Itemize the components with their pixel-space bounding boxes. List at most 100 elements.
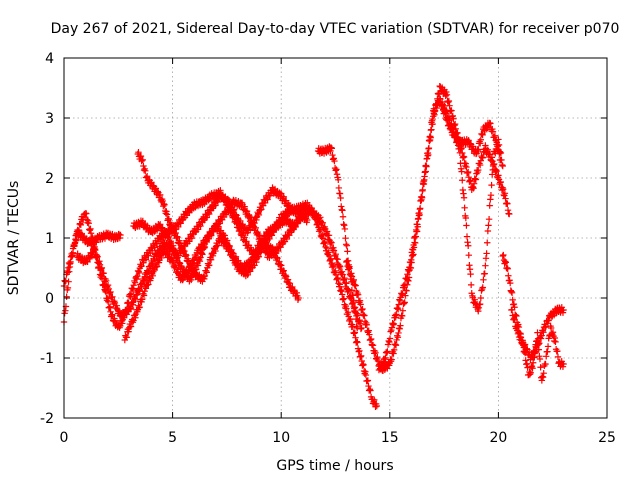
data-point (427, 133, 434, 140)
data-point (372, 403, 379, 411)
data-point (544, 320, 552, 327)
data-point (504, 206, 512, 214)
data-point (85, 220, 92, 227)
data-point (411, 234, 418, 242)
data-point (464, 242, 472, 249)
data-point (373, 402, 380, 410)
data-point (172, 229, 179, 237)
data-point (458, 168, 465, 175)
data-point (165, 215, 173, 223)
data-point (271, 249, 279, 256)
data-point (264, 196, 271, 203)
data-point (179, 246, 187, 254)
data-point (174, 233, 181, 241)
data-point (203, 214, 210, 221)
data-point (334, 274, 342, 282)
data-point (537, 364, 544, 371)
data-point (366, 386, 374, 393)
data-point (476, 161, 484, 169)
data-point (77, 221, 84, 229)
data-point (405, 267, 412, 275)
series-track-7 (314, 143, 361, 332)
data-point (484, 227, 492, 235)
data-point (488, 181, 495, 189)
data-point (96, 258, 103, 265)
x-tick-label: 25 (598, 430, 616, 446)
data-point (163, 211, 171, 218)
data-point (542, 323, 549, 331)
data-point (65, 264, 72, 272)
data-point (340, 222, 348, 229)
series-track-9 (375, 95, 506, 374)
data-point (137, 152, 145, 160)
data-point (138, 157, 145, 165)
data-point (475, 166, 482, 174)
data-point (170, 242, 177, 249)
data-point (356, 297, 364, 304)
data-point (554, 347, 561, 355)
data-point (336, 263, 344, 270)
data-point (499, 186, 507, 193)
data-point (479, 284, 486, 291)
data-point (386, 335, 394, 342)
data-point (441, 109, 449, 116)
data-point (357, 325, 365, 333)
data-point (163, 208, 170, 215)
data-point (371, 396, 378, 404)
data-point (403, 276, 411, 283)
data-point (527, 369, 534, 376)
y-tick-label: 1 (45, 231, 54, 247)
data-point (510, 300, 518, 308)
data-point (522, 357, 529, 364)
data-point (136, 303, 143, 311)
data-point (463, 222, 470, 229)
data-point (420, 178, 427, 185)
data-point (292, 223, 299, 231)
data-point (523, 361, 530, 368)
data-point (129, 286, 137, 294)
series-track-12 (508, 304, 567, 363)
data-point (332, 271, 340, 278)
data-point (329, 151, 336, 159)
data-point (467, 281, 475, 289)
data-point (196, 257, 204, 265)
data-point (127, 304, 135, 312)
data-point (197, 222, 204, 230)
data-point (174, 266, 181, 273)
data-point (396, 325, 403, 333)
data-point (419, 187, 426, 195)
data-point (332, 267, 339, 275)
data-point (416, 205, 424, 213)
data-point (341, 274, 348, 282)
data-point (459, 177, 466, 184)
data-point (156, 191, 164, 199)
data-point (255, 210, 262, 217)
data-point (480, 276, 487, 284)
data-point (214, 198, 222, 206)
data-point (529, 365, 536, 372)
data-point (62, 278, 69, 285)
data-point (463, 233, 471, 240)
data-point (386, 338, 393, 346)
data-point (174, 223, 182, 231)
data-point (161, 201, 168, 209)
data-point (123, 334, 130, 341)
data-point (323, 228, 331, 235)
x-tick-label: 15 (381, 430, 399, 446)
data-point (201, 240, 209, 248)
data-point (336, 262, 343, 269)
data-point (357, 301, 364, 308)
chart-title: Day 267 of 2021, Sidereal Day-to-day VTE… (51, 21, 620, 37)
data-point (467, 177, 474, 185)
data-point (403, 274, 410, 282)
data-point (367, 335, 375, 343)
data-point (159, 197, 166, 205)
data-point (207, 256, 215, 263)
data-point (304, 216, 311, 224)
data-point (394, 334, 402, 341)
data-point (348, 273, 356, 280)
data-point (504, 200, 511, 207)
data-point (469, 143, 477, 150)
data-point (351, 281, 358, 288)
data-point (404, 271, 411, 278)
